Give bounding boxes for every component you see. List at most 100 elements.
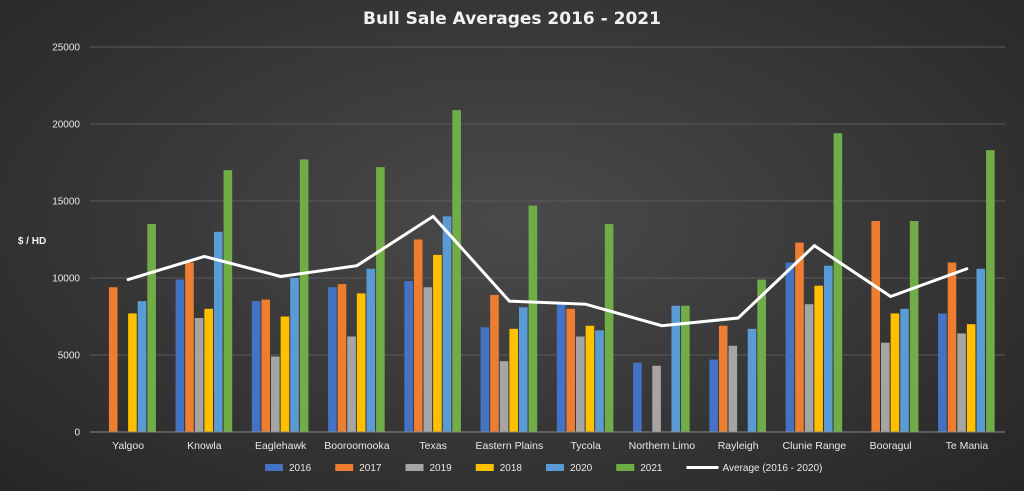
bar-2020 [366,268,376,432]
x-tick-label: Eaglehawk [255,440,307,452]
bar-2021 [986,150,995,432]
bar-2021 [909,221,919,432]
y-tick-label: 0 [74,428,80,439]
bar-2018 [509,328,518,432]
bar-2017 [261,299,271,432]
bar-2016 [709,359,718,432]
bar-2021 [681,305,690,432]
x-tick-label: Booroomooka [324,440,390,452]
legend-label: 2017 [359,463,382,474]
x-tick-label: Te Mania [946,440,989,452]
legend-label: Average (2016 - 2020) [723,463,823,474]
bar-2016 [404,281,413,432]
bar-2020 [976,268,986,432]
bar-2017 [718,325,728,432]
bar-2018 [280,316,290,432]
legend-label: 2016 [289,463,312,474]
bar-2021 [299,159,309,433]
bar-2017 [413,239,423,432]
legend-swatch [616,464,635,471]
legend-swatch [546,464,564,471]
legend-label: 2021 [640,463,663,474]
bar-2021 [223,170,233,432]
bar-2018 [890,313,900,432]
bar-2019 [957,333,966,432]
bar-2021 [833,133,843,433]
y-axis-ticks: 0 5000 10000 15000 20000 25000 [52,43,80,439]
bar-2021 [604,224,614,432]
x-tick-label: Northern Limo [629,440,696,452]
bar-2020 [823,265,833,432]
bar-2019 [804,304,814,432]
bar-2017 [795,242,804,432]
bar-2021 [528,205,538,432]
bar-2016 [556,302,566,432]
bar-2020 [213,231,223,432]
bar-2016 [328,287,337,432]
y-tick-label: 10000 [52,274,80,285]
legend-swatch [265,464,283,471]
x-axis-ticks: Yalgoo Knowla Eaglehawk Booroomooka Texas Eas… [112,440,988,452]
bar-2021 [376,167,385,432]
legend-label: 2020 [570,463,593,474]
bar-2019 [881,342,890,432]
x-tick-label: Rayleigh [718,440,759,452]
bar-2018 [128,313,137,432]
legend-swatch [475,464,494,471]
legend: 2016 2017 2019 2018 2020 2021 Average (2016 - … [265,463,822,474]
average-line [126,214,969,328]
x-tick-label: Yalgoo [112,440,144,452]
bar-2020 [900,308,909,432]
bar-2021 [757,279,766,432]
bar-2019 [194,318,204,432]
bar-2021 [147,224,156,432]
y-tick-label: 15000 [52,197,80,208]
bar-2016 [785,262,795,432]
legend-label: 2019 [430,463,453,474]
x-tick-label: Texas [419,440,446,452]
bar-2017 [490,294,499,432]
y-tick-label: 25000 [52,43,80,54]
bar-2020 [518,307,528,432]
bar-2017 [185,262,194,432]
bar-2017 [947,262,957,432]
legend-swatch [405,464,424,471]
bar-2019 [347,336,356,432]
bar-2016 [633,362,642,432]
bar-2020 [442,216,452,432]
bar-2020 [137,301,147,432]
bar-2017 [566,308,576,432]
bar-2020 [290,278,299,432]
average-line-layer [126,214,969,328]
y-tick-label: 20000 [52,120,80,131]
bar-2018 [966,324,976,432]
legend-swatch [335,464,354,471]
bar-2017 [108,287,118,432]
bar-2019 [728,345,738,432]
bar-2018 [433,254,442,432]
grid-lines [90,46,1005,356]
bar-2019 [271,356,280,432]
bar-2018 [356,293,366,432]
bar-2019 [423,287,433,432]
bar-2018 [204,308,213,432]
bar-2017 [337,284,347,432]
bar-2019 [576,336,585,432]
x-tick-label: Knowla [187,440,222,452]
bars [108,110,995,433]
y-tick-label: 5000 [58,351,81,362]
y-axis-label: $ / HD [18,236,46,247]
legend-label: 2018 [500,463,523,474]
x-tick-label: Booragul [870,440,912,452]
bar-2020 [747,328,757,432]
bar-2018 [814,285,823,432]
bar-2016 [938,313,947,432]
bar-2019 [652,365,661,432]
bar-2021 [452,110,461,432]
x-tick-label: Tycola [570,440,601,452]
chart-title: Bull Sale Averages 2016 - 2021 [363,9,661,29]
x-tick-label: Eastern Plains [476,440,544,452]
bar-2020 [595,330,604,432]
